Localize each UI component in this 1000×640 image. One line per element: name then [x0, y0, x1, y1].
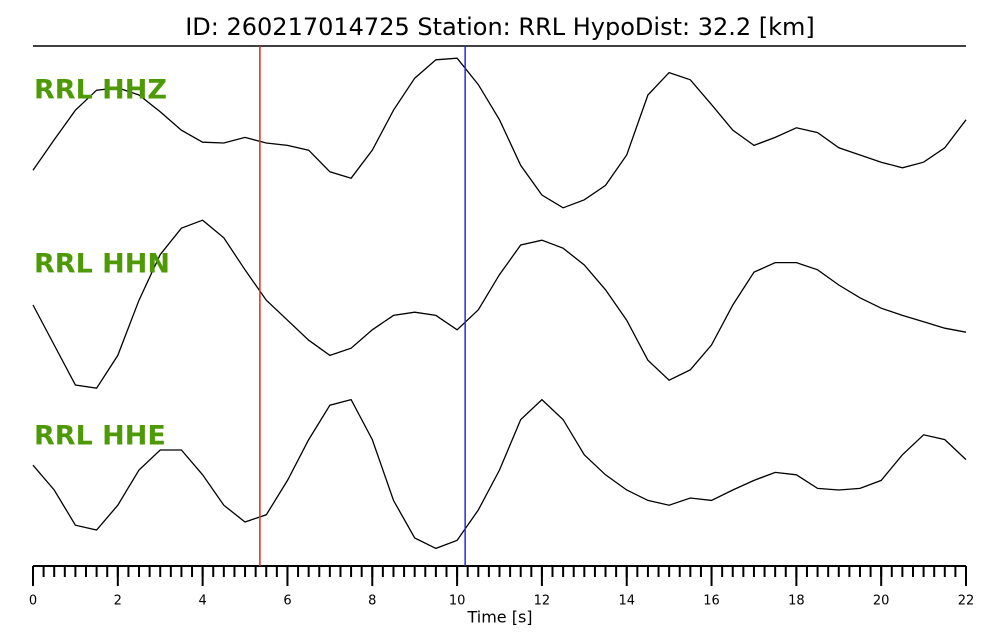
- x-tick-label: 14: [618, 594, 635, 609]
- x-tick-label: 6: [283, 594, 291, 609]
- chart-title: ID: 260217014725 Station: RRL HypoDist: …: [185, 13, 815, 41]
- x-tick-label: 16: [703, 594, 720, 609]
- trace: [32, 219, 967, 389]
- x-tick-label: 18: [788, 594, 805, 609]
- x-tick-label: 10: [449, 594, 466, 609]
- x-tick-label: 22: [958, 594, 975, 609]
- trace: [32, 57, 967, 209]
- x-tick-label: 8: [368, 594, 376, 609]
- x-tick-label: 0: [29, 594, 37, 609]
- trace-label: RRL HHE: [34, 421, 166, 452]
- trace-label: RRL HHN: [34, 249, 170, 280]
- trace-label: RRL HHZ: [34, 75, 167, 106]
- x-tick-label: 20: [873, 594, 890, 609]
- x-tick-label: 2: [114, 594, 122, 609]
- x-axis-label: Time [s]: [466, 608, 532, 627]
- trace: [32, 398, 967, 550]
- x-tick-label: 12: [534, 594, 551, 609]
- x-tick-label: 4: [198, 594, 206, 609]
